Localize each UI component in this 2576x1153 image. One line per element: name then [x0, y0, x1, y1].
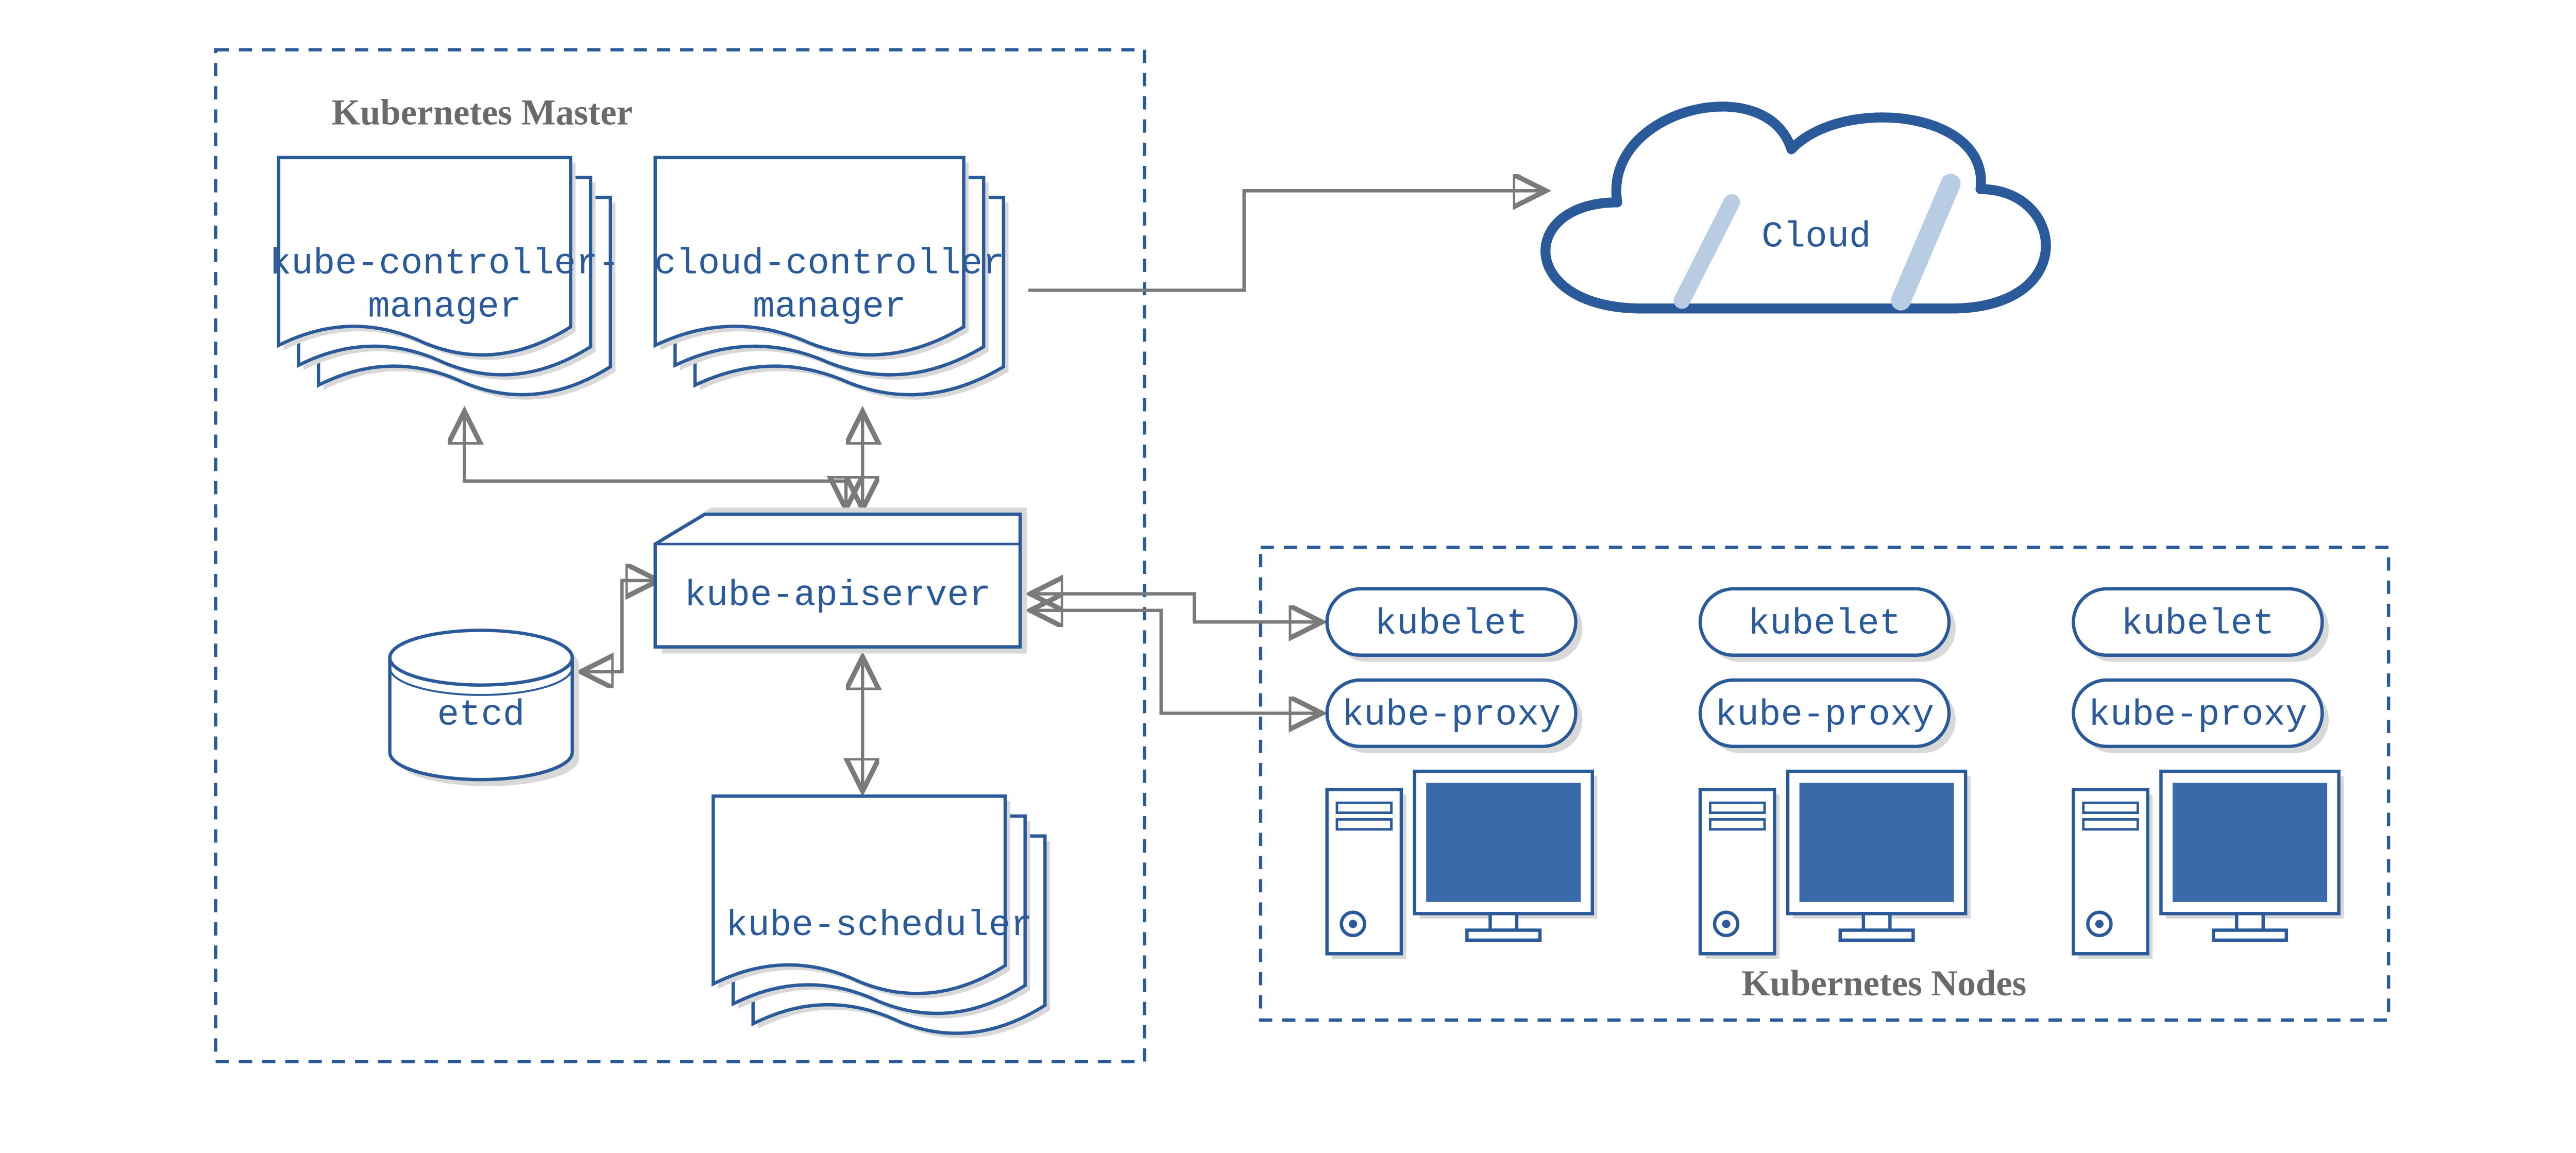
- node-cloud: Cloud: [1546, 107, 2046, 309]
- node-c1: [1327, 771, 1598, 959]
- node-p3: kube-proxy: [2073, 680, 2329, 753]
- node-p1: kube-proxy: [1327, 680, 1583, 753]
- region-label-master: Kubernetes Master: [332, 93, 633, 133]
- edge-etcd-api: [584, 581, 655, 672]
- node-label-cloud: Cloud: [1761, 216, 1871, 258]
- node-ccm: cloud-controllermanager: [654, 158, 1009, 400]
- node-label-p2: kube-proxy: [1715, 694, 1934, 736]
- node-label-p1: kube-proxy: [1342, 694, 1561, 736]
- kubernetes-architecture-diagram: Kubernetes Master Kubernetes Nodes kube-co…: [0, 0, 2576, 1115]
- node-label-ccm-line2: manager: [753, 286, 906, 328]
- node-label-sched: kube-scheduler: [726, 905, 1032, 946]
- node-k2: kubelet: [1700, 589, 1956, 662]
- node-label-p3: kube-proxy: [2088, 694, 2307, 736]
- node-label-etcd: etcd: [437, 694, 525, 736]
- node-label-api: kube-apiserver: [684, 575, 991, 617]
- node-label-k2: kubelet: [1748, 603, 1902, 645]
- node-api: kube-apiserver: [655, 507, 1027, 653]
- node-sched: kube-scheduler: [713, 796, 1050, 1038]
- node-k3: kubelet: [2073, 589, 2329, 662]
- region-label-nodes: Kubernetes Nodes: [1742, 963, 2027, 1004]
- edge-ccm-cloud: [1028, 191, 1543, 290]
- edge-api-p1: [1033, 611, 1319, 714]
- node-label-kcm-line2: manager: [368, 286, 521, 328]
- node-etcd: etcd: [390, 630, 579, 786]
- node-p2: kube-proxy: [1700, 680, 1956, 753]
- edge-kcm-api: [464, 415, 845, 506]
- edge-api-k1: [1033, 594, 1319, 622]
- node-label-k1: kubelet: [1375, 603, 1528, 645]
- node-label-ccm-line1: cloud-controller: [654, 244, 1005, 285]
- node-c3: [2073, 771, 2344, 959]
- node-c2: [1700, 771, 1971, 959]
- node-label-kcm-line1: kube-controller-: [269, 244, 620, 285]
- node-k1: kubelet: [1327, 589, 1583, 662]
- node-kcm: kube-controller-manager: [269, 158, 620, 400]
- node-label-k3: kubelet: [2121, 603, 2275, 645]
